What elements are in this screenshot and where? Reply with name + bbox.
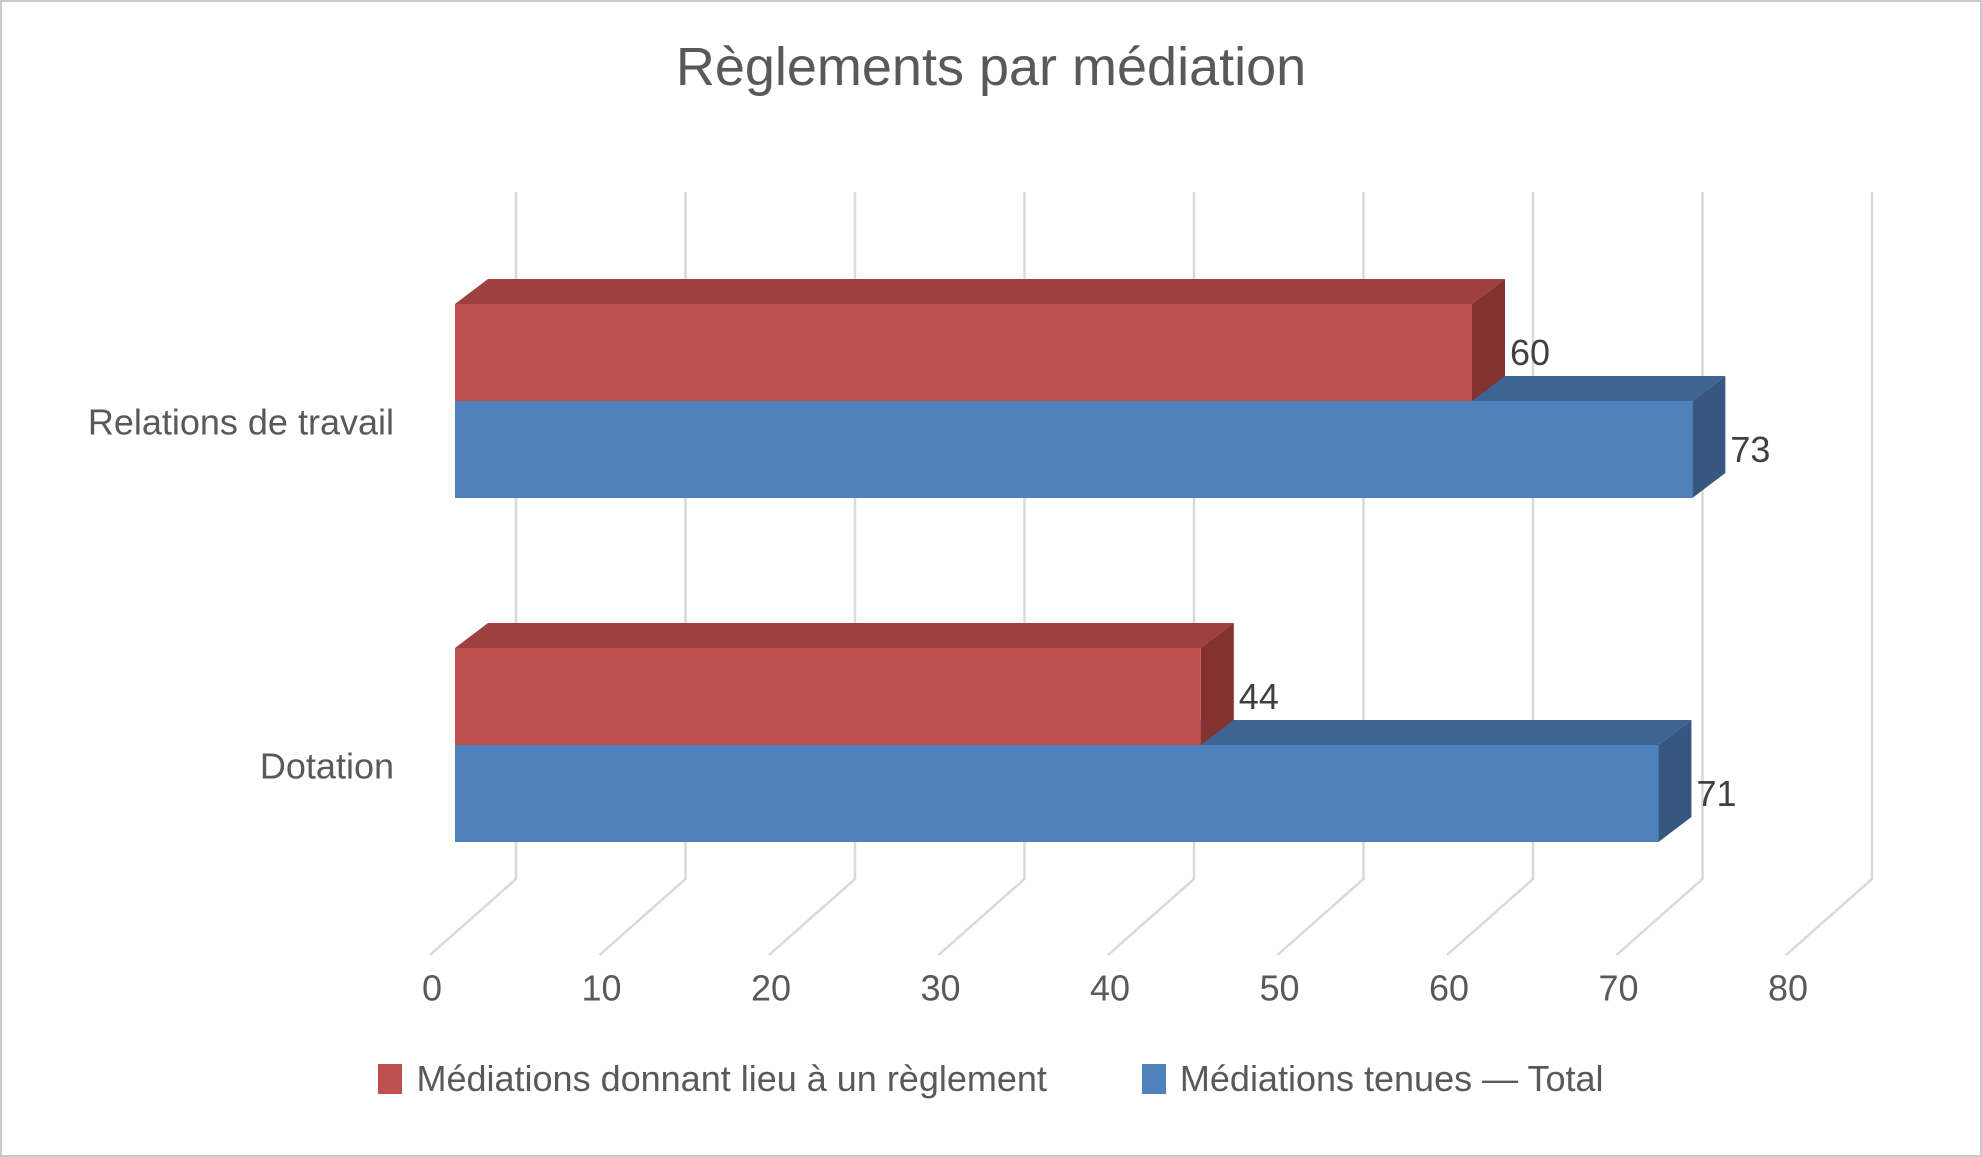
- legend-swatch: [1141, 1064, 1166, 1094]
- legend-item-reglement: Médiations donnant lieu à un règlement: [378, 1058, 1047, 1100]
- chart-title: Règlements par médiation: [675, 37, 1307, 97]
- data-label: 73: [1730, 429, 1770, 470]
- legend-item-tenues: Médiations tenues — Total: [1141, 1058, 1604, 1100]
- x-tick-label: 60: [1429, 968, 1469, 1009]
- bar-side-face: [1692, 376, 1726, 498]
- bar-front-face: [455, 648, 1201, 745]
- legend: Médiations donnant lieu à un règlement M…: [2, 1058, 1980, 1100]
- x-tick-label: 30: [920, 968, 960, 1009]
- gridline: [1785, 192, 1874, 956]
- x-tick-label: 0: [422, 968, 442, 1009]
- bar-side-face: [1472, 279, 1505, 401]
- category-label: Dotation: [260, 746, 394, 787]
- data-label: 71: [1696, 773, 1736, 814]
- x-tick-label: 40: [1090, 968, 1130, 1009]
- data-label: 44: [1239, 676, 1279, 717]
- x-tick-label: 50: [1259, 968, 1299, 1009]
- bar-front-face: [455, 304, 1472, 401]
- legend-swatch-icon: [1141, 1064, 1166, 1094]
- bar-top-face: [455, 279, 1505, 304]
- legend-label: Médiations donnant lieu à un règlement: [416, 1058, 1047, 1099]
- x-tick-label: 80: [1768, 968, 1808, 1009]
- data-label: 60: [1510, 332, 1550, 373]
- bar-top-face: [455, 623, 1234, 648]
- x-tick-label: 70: [1598, 968, 1638, 1009]
- x-tick-label: 10: [581, 968, 621, 1009]
- legend-swatch-icon: [378, 1064, 403, 1094]
- bar-side-face: [1658, 720, 1692, 842]
- x-tick-label: 20: [751, 968, 791, 1009]
- bar-side-face: [1200, 623, 1234, 745]
- bar-front-face: [455, 745, 1659, 842]
- category-label: Relations de travail: [88, 402, 394, 443]
- legend-label: Médiations tenues — Total: [1179, 1058, 1604, 1099]
- bar-front-face: [455, 401, 1693, 498]
- legend-swatch: [378, 1064, 403, 1094]
